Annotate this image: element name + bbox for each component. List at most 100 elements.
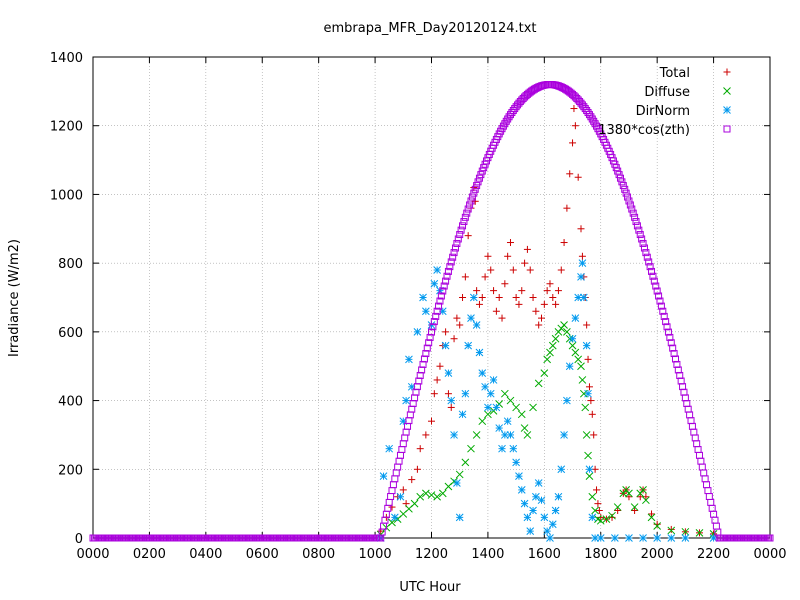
data-point [667,339,675,347]
data-point [540,369,549,377]
data-point [449,253,457,261]
data-point [534,379,543,388]
data-point [461,273,469,281]
data-point [481,382,489,391]
data-point [515,472,523,481]
data-point [566,170,574,178]
data-point [478,369,487,377]
data-point [453,239,461,247]
data-point [529,403,537,412]
data-point [410,499,419,508]
data-point [474,178,482,186]
data-point [608,513,616,521]
data-point [426,333,434,341]
data-point [613,503,622,511]
data-point [532,307,540,315]
data-point [583,321,591,329]
data-point [427,491,436,499]
legend-label: 1380*cos(zth) [598,123,690,138]
data-point [546,534,554,542]
data-point [391,475,399,483]
data-point [416,492,425,501]
data-point [565,362,574,371]
data-point [384,504,392,512]
data-point [455,470,464,479]
data-point [626,201,634,209]
data-point [464,232,472,240]
data-point [517,410,526,419]
data-point [588,410,596,418]
data-point [543,287,551,295]
data-point [643,253,651,261]
data-point [577,362,585,371]
data-point [560,321,568,329]
data-point [608,511,616,520]
data-point [408,405,416,413]
data-point [461,389,470,398]
data-point [475,348,484,357]
data-point [584,389,592,398]
data-point [667,526,676,535]
data-point [422,307,430,316]
series-total [377,105,718,538]
data-point [712,522,720,530]
legend-label: DirNorm [636,104,690,119]
data-point [766,534,774,542]
data-point [463,209,471,217]
data-point [571,348,580,357]
data-point [664,328,672,336]
data-point [406,411,414,419]
data-point [538,314,546,322]
data-point [404,422,412,430]
data-point [695,451,703,459]
chart-title: embrapa_MFR_Day20120124.txt [323,21,536,36]
data-point [693,440,701,448]
data-point [639,239,647,247]
axes: 0000 0200 0400 0600 0800 1000 1200 1400 1600 1800… [50,51,787,562]
data-point [402,428,410,436]
data-point [387,493,395,501]
data-point [557,266,565,274]
data-point [399,440,407,448]
data-point [453,479,461,487]
data-point [470,189,478,197]
data-point [451,244,459,252]
data-point [450,335,458,343]
data-point [459,294,467,301]
data-point [574,173,582,181]
data-point [402,396,410,405]
data-point [687,417,695,425]
legend-label: Total [659,66,690,81]
data-point [711,516,719,524]
data-point [639,534,647,542]
data-point [540,300,548,308]
data-point [457,226,465,234]
data-point [646,263,654,271]
data-point [458,410,467,419]
data-point [405,417,413,425]
data-point [683,400,691,408]
data-point [495,424,504,432]
data-point [433,307,441,315]
data-point [438,489,447,498]
data-point [436,297,444,305]
data-point [570,105,578,113]
data-point [430,318,438,326]
data-point [585,383,593,391]
data-point [655,292,663,300]
y-tick-label: 1200 [50,120,83,135]
data-point [450,249,458,257]
data-point [591,534,599,542]
data-point [551,506,560,515]
data-point [440,282,448,290]
data-point [611,534,619,542]
data-point [614,507,622,515]
data-point [557,465,566,474]
data-point [418,366,426,374]
data-point [669,344,677,352]
data-point [695,528,704,537]
data-point [657,302,665,310]
data-point [459,222,467,230]
data-point [492,403,501,412]
data-point [618,178,626,186]
